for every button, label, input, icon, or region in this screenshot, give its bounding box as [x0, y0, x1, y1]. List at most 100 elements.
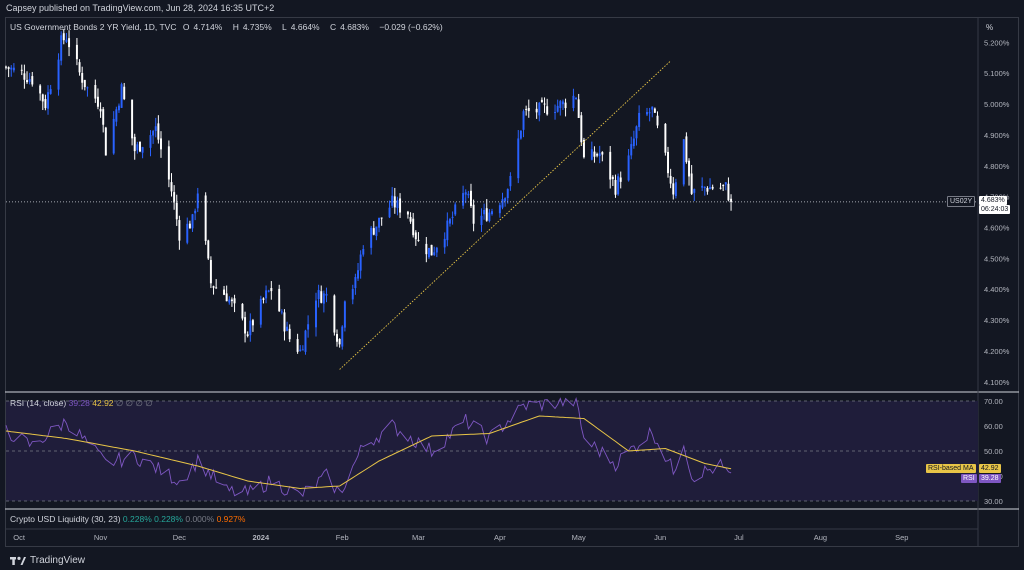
- candle-body: [543, 103, 546, 105]
- candle-body: [425, 243, 428, 255]
- rsi-tag-label: RSI: [961, 474, 977, 483]
- candle-body: [307, 324, 310, 330]
- brand[interactable]: TradingView: [10, 555, 85, 566]
- liquidity-value-4: 0.927%: [216, 514, 246, 524]
- candle-body: [325, 293, 328, 296]
- candle-body: [154, 126, 157, 132]
- candle-body: [378, 217, 381, 228]
- candle-body: [223, 289, 226, 295]
- time-tick-label: May: [572, 533, 586, 542]
- candle-body: [115, 109, 118, 122]
- candle-body: [5, 66, 7, 68]
- candle-body: [388, 207, 391, 218]
- candle-body: [288, 328, 291, 340]
- price-unit-label[interactable]: %: [986, 23, 994, 32]
- candle-body: [81, 73, 84, 83]
- candle-body: [354, 277, 357, 288]
- candle-body: [706, 187, 709, 192]
- liquidity-legend[interactable]: Crypto USD Liquidity (30, 23) 0.228% 0.2…: [10, 514, 245, 524]
- candle-body: [653, 108, 656, 113]
- candle-body: [196, 193, 199, 209]
- close-value: 4.683%: [340, 22, 369, 32]
- candle-body: [112, 118, 115, 154]
- candle-body: [170, 182, 173, 192]
- symbol-legend[interactable]: US Government Bonds 2 YR Yield, 1D, TVC …: [10, 22, 447, 32]
- candle-body: [207, 240, 210, 259]
- candle-body: [393, 196, 396, 208]
- candle-body: [265, 290, 268, 299]
- candle-body: [522, 111, 525, 130]
- top-bar: [0, 0, 1024, 17]
- candle-body: [94, 85, 97, 99]
- candle-body: [173, 192, 176, 203]
- rsi-title[interactable]: RSI (14, close): [10, 398, 67, 408]
- candle-body: [259, 298, 262, 325]
- candle-body: [582, 139, 585, 158]
- price-tick-label: 5.000%: [984, 100, 1010, 109]
- candle-body: [580, 115, 583, 143]
- brand-name: TradingView: [30, 555, 86, 566]
- time-tick-label: Dec: [173, 533, 187, 542]
- time-tick-label: 2024: [252, 533, 270, 542]
- time-tick-label: Oct: [13, 533, 26, 542]
- candle-body: [433, 252, 436, 255]
- candle-body: [149, 135, 152, 148]
- liquidity-value-1: 0.228%: [122, 514, 152, 524]
- candle-body: [391, 195, 394, 206]
- candle-body: [688, 160, 691, 177]
- candle-body: [619, 177, 622, 182]
- liquidity-value-3: 0.000%: [185, 514, 215, 524]
- candle-body: [28, 79, 31, 82]
- symbol-title[interactable]: US Government Bonds 2 YR Yield, 1D, TVC: [10, 22, 177, 32]
- candle-body: [577, 99, 580, 118]
- candle-body: [451, 216, 454, 218]
- candle-body: [501, 199, 504, 208]
- candle-body: [296, 339, 299, 352]
- candle-body: [651, 106, 654, 110]
- rsi-legend[interactable]: RSI (14, close) 39.28 42.92 ∅ ∅ ∅ ∅: [10, 398, 153, 409]
- candle-body: [278, 288, 281, 312]
- candle-body: [674, 182, 677, 197]
- candle-body: [141, 147, 144, 153]
- candle-body: [123, 86, 126, 100]
- candle-body: [270, 288, 273, 292]
- candle-body: [488, 212, 491, 222]
- candle-body: [464, 192, 467, 195]
- candle-body: [212, 286, 215, 288]
- candle-body: [68, 38, 71, 48]
- candle-body: [462, 193, 465, 206]
- candle-body: [44, 99, 47, 109]
- candle-body: [498, 205, 501, 214]
- candle-body: [724, 182, 727, 185]
- candle-body: [614, 179, 617, 195]
- candle-body: [527, 107, 530, 112]
- candle-body: [241, 303, 244, 319]
- rsi-tick-label: 70.00: [984, 397, 1003, 406]
- rsi-line: [5, 396, 732, 498]
- time-tick-label: Nov: [94, 533, 108, 542]
- candle-body: [693, 189, 696, 193]
- candle-body: [485, 208, 488, 221]
- candle-body: [472, 204, 475, 224]
- candle-body: [414, 232, 417, 240]
- time-tick-label: Mar: [412, 533, 425, 542]
- high-value: 4.735%: [242, 22, 272, 32]
- high-label: H: [232, 22, 239, 32]
- liquidity-title[interactable]: Crypto USD Liquidity (30, 23): [10, 514, 121, 524]
- candle-body: [506, 189, 509, 199]
- candle-body: [96, 96, 99, 107]
- candle-body: [483, 209, 486, 215]
- price-tick-label: 4.500%: [984, 254, 1010, 263]
- candle-body: [283, 312, 286, 332]
- candle-body: [136, 144, 139, 151]
- candle-body: [75, 44, 78, 60]
- candle-body: [120, 84, 123, 108]
- change-value: −0.029 (−0.62%): [379, 22, 443, 32]
- candle-body: [701, 185, 704, 188]
- candle-body: [711, 186, 714, 189]
- candle-body: [336, 334, 338, 342]
- candle-body: [359, 254, 362, 271]
- candle-body: [546, 106, 549, 115]
- candle-body: [41, 94, 44, 102]
